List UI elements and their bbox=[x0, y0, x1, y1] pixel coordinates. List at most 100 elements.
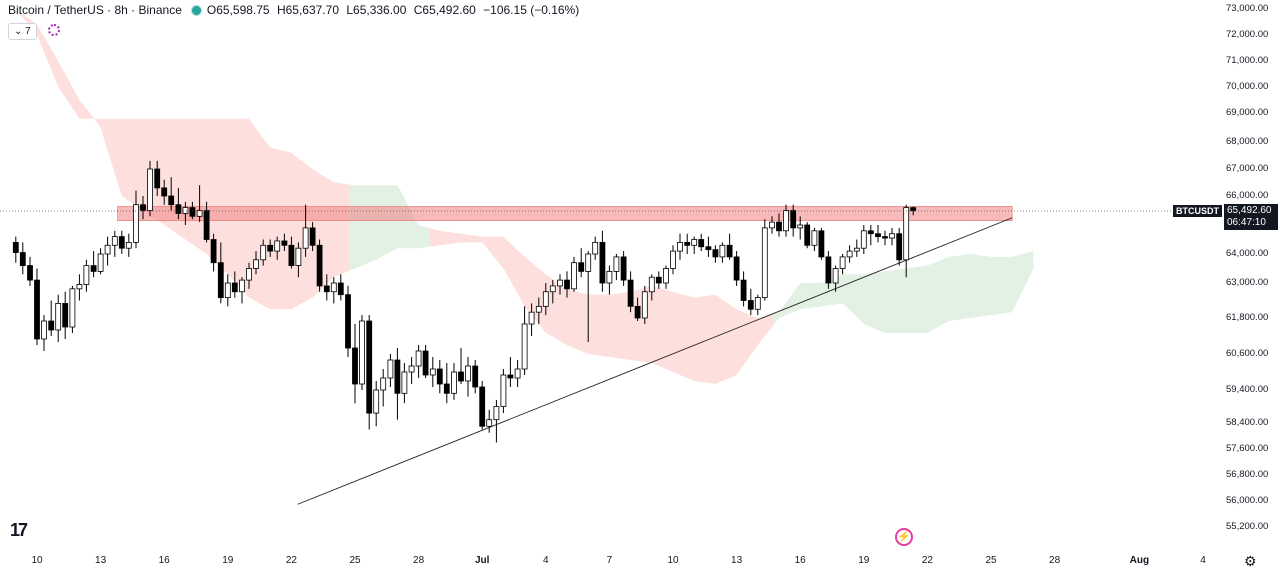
price-tick-label: 58,400.00 bbox=[1226, 417, 1269, 428]
candle-body bbox=[776, 221, 782, 232]
candle bbox=[451, 363, 457, 400]
candle-body bbox=[309, 227, 316, 246]
candle bbox=[479, 381, 486, 430]
candle-body bbox=[507, 374, 514, 379]
candle bbox=[246, 262, 252, 289]
last-price-value: 65,492.60 bbox=[1227, 205, 1272, 216]
candle bbox=[599, 230, 606, 292]
candle-body bbox=[224, 282, 231, 298]
open-value: O65,598.75 bbox=[206, 3, 270, 17]
candle bbox=[733, 251, 740, 286]
candle bbox=[309, 222, 316, 252]
candle bbox=[274, 236, 281, 260]
candle bbox=[83, 259, 90, 292]
candle-body bbox=[832, 268, 839, 284]
candle-body bbox=[677, 241, 683, 252]
trendline bbox=[297, 217, 1013, 505]
candle-body bbox=[366, 320, 373, 414]
bar-countdown: 06:47:10 bbox=[1227, 217, 1266, 228]
price-tick-label: 66,000.00 bbox=[1226, 190, 1269, 201]
candle bbox=[366, 315, 373, 430]
candle bbox=[154, 160, 161, 196]
candle-body bbox=[571, 262, 577, 290]
candle-body bbox=[528, 311, 535, 325]
candle bbox=[889, 227, 895, 246]
candle bbox=[535, 297, 542, 324]
candle bbox=[118, 230, 125, 254]
candle-body bbox=[19, 252, 26, 267]
candle-body bbox=[875, 233, 881, 237]
candle-body bbox=[27, 265, 33, 281]
candle-body bbox=[345, 294, 351, 349]
tradingview-logo-icon[interactable]: 17 bbox=[10, 520, 28, 540]
candle-body bbox=[825, 256, 832, 284]
candle bbox=[507, 357, 514, 387]
symbol-legend[interactable]: Bitcoin / TetherUS · 8h · Binance O65,59… bbox=[8, 3, 583, 17]
candle-body bbox=[175, 204, 182, 214]
price-tick-label: 64,000.00 bbox=[1226, 248, 1269, 259]
candle bbox=[811, 227, 818, 252]
date-tick-label: 25 bbox=[985, 555, 997, 566]
candle bbox=[408, 357, 415, 384]
candle-body bbox=[627, 279, 634, 307]
candle bbox=[203, 201, 210, 243]
symbol-title[interactable]: Bitcoin / TetherUS · 8h · Binance bbox=[8, 3, 182, 17]
candle-body bbox=[422, 350, 429, 376]
candle bbox=[867, 225, 874, 246]
candle bbox=[860, 225, 867, 254]
candle-body bbox=[818, 230, 825, 258]
candle bbox=[783, 204, 789, 237]
candle-body bbox=[140, 204, 146, 211]
candle bbox=[175, 187, 182, 220]
candle bbox=[875, 225, 881, 243]
candle-body bbox=[761, 227, 768, 298]
candle-body bbox=[217, 262, 224, 298]
candle-body bbox=[889, 233, 895, 239]
candle-body bbox=[684, 241, 691, 246]
candle-body bbox=[76, 284, 83, 290]
candle bbox=[839, 254, 846, 275]
candle-body bbox=[182, 207, 189, 214]
candle bbox=[698, 233, 705, 252]
candle-body bbox=[330, 282, 337, 293]
candle-body bbox=[281, 240, 288, 246]
candle-body bbox=[549, 285, 556, 293]
candle bbox=[168, 177, 175, 211]
candle bbox=[818, 227, 825, 260]
candle bbox=[592, 236, 599, 260]
resistance-zone bbox=[117, 206, 1013, 221]
candle-body bbox=[670, 250, 676, 269]
candle bbox=[663, 265, 669, 289]
date-tick-label: 13 bbox=[731, 555, 743, 566]
candle-body bbox=[691, 239, 698, 246]
ascending-trendline bbox=[297, 217, 1013, 505]
candle-body bbox=[592, 241, 599, 255]
candle bbox=[217, 242, 224, 304]
gear-icon[interactable]: ⚙ bbox=[1244, 553, 1257, 569]
candle-body bbox=[133, 204, 139, 243]
candle bbox=[133, 190, 139, 249]
date-tick-label: 19 bbox=[858, 555, 870, 566]
candle bbox=[288, 236, 295, 269]
candle bbox=[76, 274, 83, 301]
candle-body bbox=[12, 241, 19, 253]
candle-body bbox=[790, 210, 797, 229]
candle-body bbox=[754, 297, 761, 310]
candle bbox=[295, 242, 302, 278]
price-tick-label: 60,600.00 bbox=[1226, 348, 1269, 359]
candle bbox=[302, 204, 309, 257]
candle bbox=[578, 248, 585, 278]
candle-body bbox=[655, 276, 662, 284]
candle bbox=[260, 239, 267, 266]
candle-body bbox=[429, 368, 436, 376]
candle bbox=[182, 201, 189, 225]
candle-body bbox=[359, 320, 365, 385]
date-tick-label: Aug bbox=[1129, 555, 1150, 566]
date-tick-label: 16 bbox=[794, 555, 806, 566]
candle-body bbox=[740, 279, 747, 301]
high-value: H65,637.70 bbox=[276, 3, 339, 17]
indicators-toggle-button[interactable]: ⌄ 7 bbox=[8, 23, 37, 40]
candle-body bbox=[443, 383, 450, 394]
lightning-icon[interactable]: ⚡ bbox=[895, 528, 913, 546]
